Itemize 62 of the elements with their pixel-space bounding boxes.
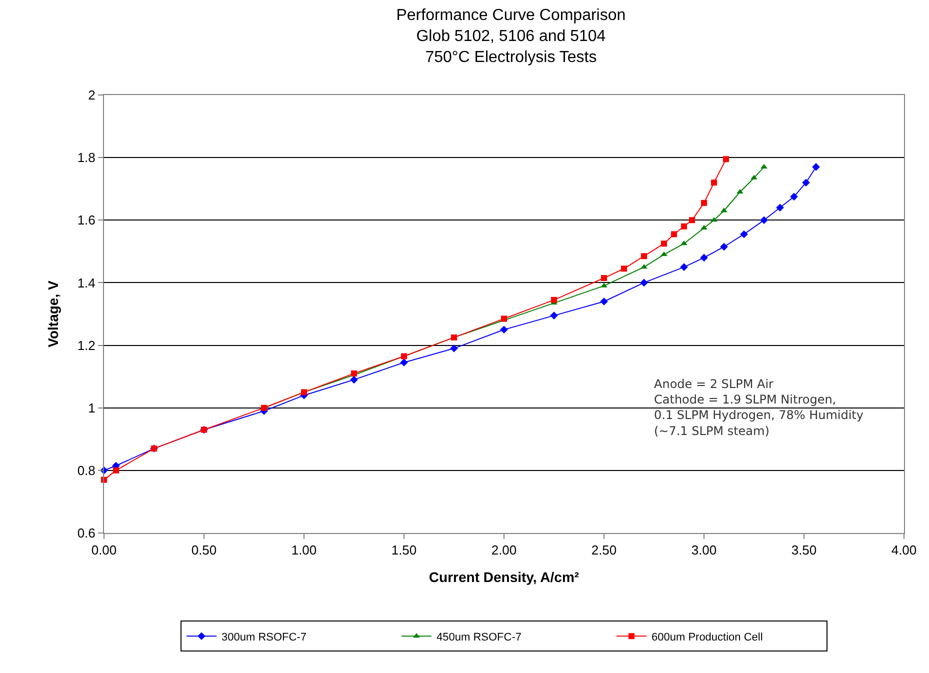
legend-label: 600um Production Cell xyxy=(652,631,763,644)
point xyxy=(680,263,688,271)
point xyxy=(701,200,707,206)
point xyxy=(720,208,728,212)
point xyxy=(600,282,608,288)
y-tick-label: 1 xyxy=(88,400,96,416)
x-tick-label: 2.00 xyxy=(491,542,517,558)
point xyxy=(641,253,647,260)
point xyxy=(700,224,708,230)
point xyxy=(600,298,608,306)
y-axis-title: Voltage, V xyxy=(44,280,61,348)
point xyxy=(601,275,607,282)
annotation: Anode = 2 SLPM Air Cathode = 1.9 SLPM Nitrogen, 0.1 SLPM Hydrogen, 78% Humidity (~7.1 SLPM steam) xyxy=(654,377,864,438)
point xyxy=(661,240,667,247)
point xyxy=(681,223,687,230)
point xyxy=(640,278,648,287)
point xyxy=(802,178,810,186)
x-tick-label: 2.50 xyxy=(591,542,617,558)
point xyxy=(621,266,627,272)
x-axis-title: Current Density, A/cm² xyxy=(428,568,580,585)
y-tick-label: 1.8 xyxy=(77,150,96,166)
chart-title: Performance Curve Comparison Glob 5102, 5106 and 5104 750°C Electrolysis Tests xyxy=(396,7,626,66)
point xyxy=(551,296,557,303)
point xyxy=(710,217,718,222)
y-tick-label: 2 xyxy=(88,88,96,103)
y-tick-label: 1.4 xyxy=(77,275,96,290)
point xyxy=(550,312,558,320)
x-tick-label: 0.50 xyxy=(191,542,217,558)
point xyxy=(500,326,508,334)
point xyxy=(450,344,458,352)
point xyxy=(640,264,648,269)
point xyxy=(736,188,744,194)
y-tick-label: 0.6 xyxy=(77,526,96,541)
point xyxy=(700,254,708,262)
point xyxy=(113,467,119,474)
y-tick-label: 0.8 xyxy=(77,462,96,478)
point xyxy=(776,204,784,212)
point xyxy=(660,252,668,256)
point xyxy=(740,230,748,238)
point xyxy=(812,163,820,171)
point xyxy=(760,164,768,168)
x-tick-label: 1.00 xyxy=(291,542,317,558)
legend-label: 450um RSOFC-7 xyxy=(436,631,522,644)
point xyxy=(400,358,408,366)
point xyxy=(671,231,677,238)
point xyxy=(750,174,758,180)
x-tick-label: 4.00 xyxy=(891,542,917,558)
y-tick-label: 1.2 xyxy=(77,338,96,353)
point xyxy=(720,242,728,251)
x-tick-label: 0.00 xyxy=(91,542,117,558)
point xyxy=(790,192,798,201)
y-tick-label: 1.6 xyxy=(77,212,96,228)
point xyxy=(350,376,358,384)
point xyxy=(680,240,688,246)
point xyxy=(689,217,695,224)
legend-label: 300um RSOFC-7 xyxy=(222,631,306,644)
x-tick-label: 3.50 xyxy=(791,542,817,558)
point xyxy=(711,180,717,186)
x-tick-label: 1.50 xyxy=(391,542,417,558)
x-tick-label: 3.00 xyxy=(691,542,717,558)
point xyxy=(723,156,729,162)
point xyxy=(760,216,768,224)
